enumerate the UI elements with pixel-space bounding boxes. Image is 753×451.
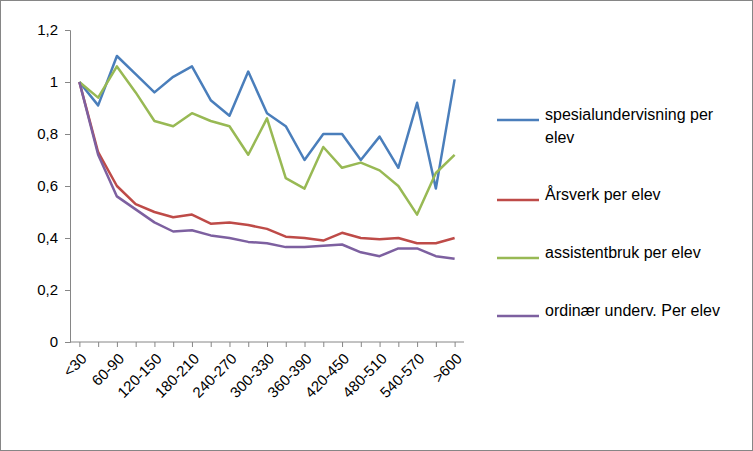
legend: spesialundervisning per elev Årsverk per … — [497, 106, 720, 319]
x-tick-mark — [305, 342, 306, 347]
y-tick-mark — [65, 290, 70, 291]
legend-label: ordinær underv. Per elev — [545, 302, 720, 319]
x-tick-mark — [98, 342, 99, 347]
x-tick: 540-570 — [376, 342, 427, 401]
x-tick — [398, 342, 399, 347]
x-tick-mark — [79, 342, 80, 347]
legend-label: Årsverk per elev — [545, 185, 661, 203]
x-tick-mark — [192, 342, 193, 347]
y-tick: 1,2 — [37, 21, 70, 38]
series-line — [79, 82, 454, 243]
x-tick-mark — [342, 342, 343, 347]
x-tick-label: 540-570 — [376, 350, 427, 401]
legend-item: Årsverk per elev — [497, 185, 661, 203]
y-tick-label: 0 — [50, 333, 58, 350]
series-line — [79, 82, 454, 259]
y-tick-mark — [65, 134, 70, 135]
plot-area — [79, 56, 454, 259]
x-tick-mark — [229, 342, 230, 347]
y-tick-mark — [65, 238, 70, 239]
legend-item: assistentbruk per elev — [497, 244, 701, 261]
y-tick-mark — [65, 186, 70, 187]
y-tick-label: 0,8 — [37, 125, 58, 142]
chart: 0 0,2 0,4 0,6 0,8 1 1,2 <3060-90120-150180-2102… — [0, 0, 753, 451]
y-tick-mark — [65, 342, 70, 343]
y-tick: 0,8 — [37, 125, 70, 142]
legend-item: spesialundervisning per elev — [497, 106, 718, 146]
legend-swatch — [497, 315, 539, 318]
x-tick — [436, 342, 437, 347]
x-tick — [136, 342, 137, 347]
x-tick — [286, 342, 287, 347]
legend-label: spesialundervisning per elev — [545, 106, 718, 146]
x-tick-mark — [398, 342, 399, 347]
x-tick-mark — [173, 342, 174, 347]
y-tick-mark — [65, 30, 70, 31]
y-axis-line — [65, 31, 71, 343]
x-tick-mark — [417, 342, 418, 347]
legend-swatch — [497, 199, 539, 202]
x-tick — [361, 342, 362, 347]
x-tick — [98, 342, 99, 347]
legend-item: ordinær underv. Per elev — [497, 302, 720, 319]
y-tick-label: 0,6 — [37, 177, 58, 194]
y-axis: 0 0,2 0,4 0,6 0,8 1 1,2 — [37, 21, 70, 350]
y-tick: 0,6 — [37, 177, 70, 194]
x-tick-mark — [286, 342, 287, 347]
x-tick-mark — [436, 342, 437, 347]
y-tick-label: 1,2 — [37, 21, 58, 38]
x-tick-label: <30 — [60, 350, 90, 380]
x-tick — [248, 342, 249, 347]
x-tick-mark — [323, 342, 324, 347]
legend-label: assistentbruk per elev — [545, 244, 701, 261]
x-tick-mark — [361, 342, 362, 347]
y-tick: 1 — [50, 73, 70, 90]
x-tick: >600 — [429, 342, 465, 386]
y-tick-label: 0,4 — [37, 229, 58, 246]
x-tick — [173, 342, 174, 347]
x-tick-mark — [248, 342, 249, 347]
y-tick: 0,2 — [37, 281, 70, 298]
x-tick-mark — [117, 342, 118, 347]
y-tick-label: 0,2 — [37, 281, 58, 298]
chart-frame — [1, 1, 753, 451]
x-tick — [211, 342, 212, 347]
y-tick-mark — [65, 82, 70, 83]
x-tick-mark — [455, 342, 456, 347]
x-axis: <3060-90120-150180-210240-270300-330360-… — [60, 342, 465, 401]
x-tick-mark — [267, 342, 268, 347]
legend-swatch — [497, 119, 539, 122]
y-tick: 0,4 — [37, 229, 70, 246]
y-tick: 0 — [50, 333, 70, 350]
x-tick-mark — [136, 342, 137, 347]
x-tick: <30 — [60, 342, 90, 380]
series-line — [79, 66, 454, 214]
x-tick-label: >600 — [429, 350, 465, 386]
legend-swatch — [497, 257, 539, 260]
x-tick-mark — [211, 342, 212, 347]
y-tick-label: 1 — [50, 73, 58, 90]
x-tick-mark — [380, 342, 381, 347]
x-tick-mark — [154, 342, 155, 347]
x-tick — [323, 342, 324, 347]
